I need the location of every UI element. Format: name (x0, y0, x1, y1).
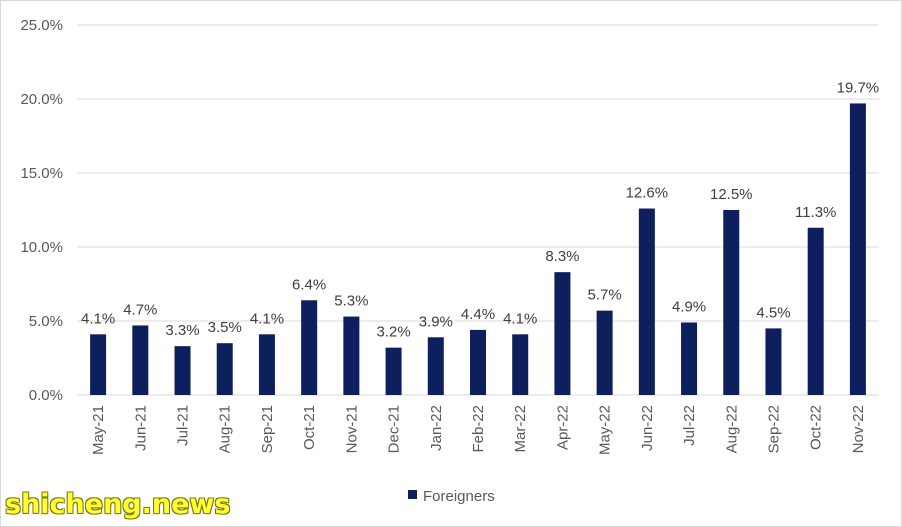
x-tick-label: Jul-21 (175, 405, 192, 446)
data-label: 12.6% (626, 185, 669, 202)
x-tick-label: Dec-21 (386, 405, 403, 453)
y-tick-label: 5.0% (29, 313, 63, 330)
data-label: 4.9% (672, 298, 706, 315)
x-tick-label: Mar-22 (512, 405, 529, 453)
data-label: 3.3% (165, 322, 199, 339)
x-tick-label: Jun-21 (132, 405, 149, 451)
bar (385, 347, 402, 395)
x-tick-label: Feb-22 (470, 405, 487, 453)
data-label: 5.7% (588, 287, 622, 304)
bar (765, 328, 782, 395)
x-tick-label: Aug-21 (217, 405, 234, 453)
bar (470, 329, 486, 395)
data-label: 4.7% (123, 301, 157, 318)
x-tick-label: Jul-22 (681, 405, 698, 446)
data-label: 4.1% (250, 310, 284, 327)
gridlines (77, 24, 879, 396)
data-label: 6.4% (292, 276, 326, 293)
data-labels: 4.1% 4.7% 3.3% 3.5% 4.1% 6.4% 5.3% 3.2% 3.9% 4.4%… (81, 79, 879, 340)
data-label: 3.2% (376, 324, 410, 341)
x-axis-tick-labels: May-21 Jun-21 Jul-21 Aug-21 Sep-21 Oct-21 Nov-… (90, 405, 867, 455)
y-tick-label: 25.0% (20, 17, 63, 34)
x-tick-label: Nov-22 (850, 405, 867, 453)
data-label: 19.7% (837, 79, 880, 96)
legend-label-foreigners: Foreigners (423, 488, 495, 505)
bar (216, 343, 233, 395)
bar (174, 346, 191, 395)
y-tick-label: 20.0% (20, 91, 63, 108)
data-label: 12.5% (710, 186, 753, 203)
bar (343, 316, 360, 395)
y-axis-tick-labels: 0.0% 5.0% 10.0% 15.0% 20.0% 25.0% (20, 17, 63, 404)
y-tick-label: 10.0% (20, 239, 63, 256)
data-label: 5.3% (334, 293, 368, 310)
bar (681, 322, 698, 395)
bar (132, 325, 149, 395)
bar (301, 300, 318, 395)
legend: Foreigners (408, 488, 495, 505)
x-tick-label: Oct-21 (301, 405, 318, 450)
x-tick-label: Oct-22 (808, 405, 825, 450)
x-tick-label: Apr-22 (554, 405, 571, 450)
data-label: 3.9% (419, 313, 453, 330)
x-tick-label: Jan-22 (428, 405, 445, 451)
legend-swatch-foreigners (408, 490, 417, 499)
data-label: 8.3% (545, 248, 579, 265)
bars (90, 103, 866, 395)
bar (849, 103, 866, 395)
watermark-logo: shicheng.news (5, 489, 231, 520)
y-tick-label: 15.0% (20, 165, 63, 182)
data-label: 4.5% (756, 304, 790, 321)
bar (554, 272, 571, 395)
x-tick-label: Jun-22 (639, 405, 656, 451)
bar (723, 210, 740, 395)
x-tick-label: Sep-22 (765, 405, 782, 453)
bar (427, 337, 444, 395)
data-label: 11.3% (795, 204, 836, 221)
y-tick-label: 0.0% (29, 387, 63, 404)
data-label: 4.1% (81, 310, 115, 327)
bar (258, 334, 275, 395)
x-tick-label: Sep-21 (259, 405, 276, 453)
x-tick-label: Nov-21 (343, 405, 360, 453)
x-tick-label: May-22 (597, 405, 614, 455)
data-label: 4.1% (503, 310, 537, 327)
bar (596, 310, 613, 395)
data-label: 4.4% (461, 306, 495, 323)
bar (90, 334, 107, 395)
bar (638, 208, 655, 395)
bar (512, 334, 529, 395)
bar (807, 227, 824, 395)
x-tick-label: May-21 (90, 405, 107, 455)
x-tick-label: Aug-22 (723, 405, 740, 453)
data-label: 3.5% (208, 319, 242, 336)
